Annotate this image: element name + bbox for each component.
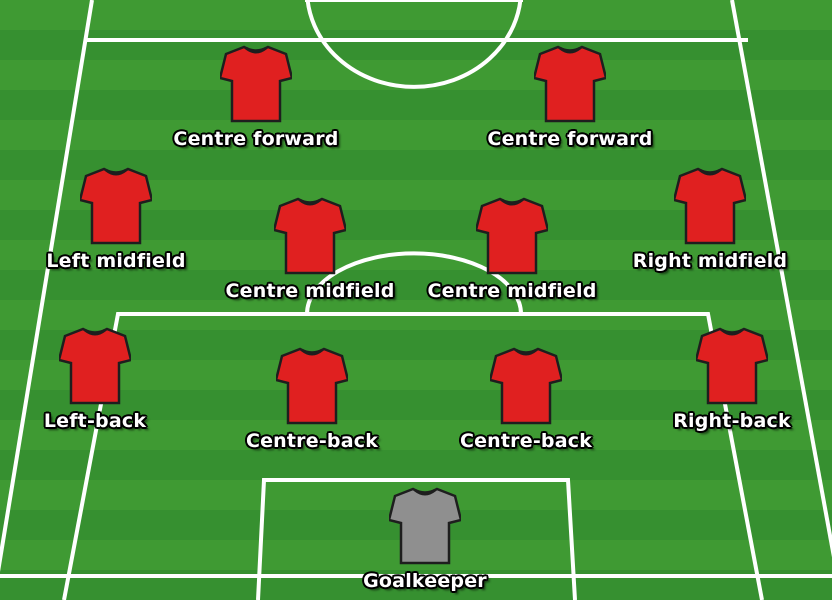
shirt-icon: [696, 327, 768, 405]
position-label: Centre forward: [173, 128, 339, 150]
position-label: Centre forward: [487, 128, 653, 150]
position-label: Centre-back: [245, 430, 379, 452]
player-right-back: Right-back: [652, 326, 812, 446]
position-label: Centre midfield: [225, 280, 395, 302]
position-label: Right-back: [673, 410, 791, 432]
player-centre-midfield-left: Centre midfield: [226, 196, 394, 316]
player-centre-forward-right: Centre forward: [487, 44, 653, 164]
shirt-icon: [220, 45, 292, 123]
position-label: Centre midfield: [427, 280, 597, 302]
shirt-icon: [274, 197, 346, 275]
shirt-icon: [674, 167, 746, 245]
shirt-icon: [389, 487, 461, 565]
shirt-icon: [80, 167, 152, 245]
centre-circle: [305, 0, 523, 89]
player-right-midfield: Right midfield: [630, 166, 790, 286]
penalty-area: [62, 312, 764, 600]
position-label: Goalkeeper: [363, 570, 487, 592]
shirt-icon: [276, 347, 348, 425]
player-centre-forward-left: Centre forward: [173, 44, 339, 164]
goal-area: [256, 478, 577, 600]
player-left-back: Left-back: [15, 326, 175, 446]
shirt-icon: [59, 327, 131, 405]
position-label: Right midfield: [632, 250, 788, 272]
left-touchline: [0, 0, 94, 572]
shirt-icon: [476, 197, 548, 275]
position-label: Left midfield: [46, 250, 186, 272]
player-centre-midfield-right: Centre midfield: [428, 196, 596, 316]
right-touchline: [730, 0, 832, 558]
penalty-arc: [305, 251, 523, 315]
player-centre-back-left: Centre-back: [232, 346, 392, 466]
player-left-midfield: Left midfield: [36, 166, 196, 286]
player-centre-back-right: Centre-back: [446, 346, 606, 466]
shirt-icon: [534, 45, 606, 123]
player-goalkeeper: Goalkeeper: [345, 486, 505, 600]
position-label: Centre-back: [459, 430, 593, 452]
position-label: Left-back: [43, 410, 147, 432]
shirt-icon: [490, 347, 562, 425]
